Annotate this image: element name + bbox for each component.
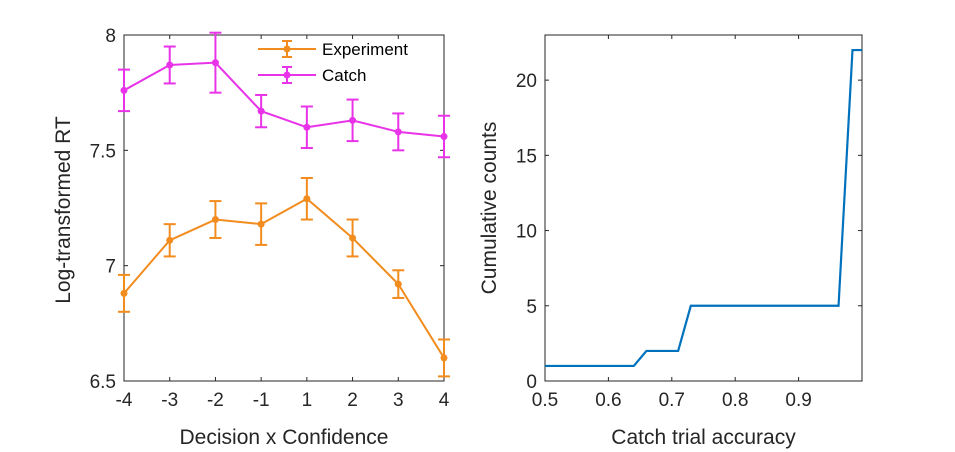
x-tick-label: 0.8: [722, 390, 748, 411]
x-tick-label: 4: [439, 390, 450, 411]
cumulative-chart: 0.5 0.6 0.7 0.8 0.9 0 5 10 15 20 Catch trial accu…: [478, 34, 863, 449]
legend-item-catch: Catch: [258, 66, 366, 85]
x-tick-label: -2: [207, 390, 224, 411]
legend-label-catch: Catch: [322, 66, 366, 85]
x-tick-label: 0.7: [659, 390, 685, 411]
y-tick-label: 5: [526, 297, 537, 318]
rt-chart: -4 -3 -2 -1 1 2 3 4 6.5 7 7.5 8 Decision x Confiden…: [52, 26, 450, 449]
rt-x-axis-label: Decision x Confidence: [180, 426, 389, 449]
data-point: [303, 123, 311, 131]
x-tick-label: 2: [347, 390, 358, 411]
data-point: [440, 354, 448, 362]
legend: Experiment Catch: [258, 40, 408, 85]
data-point: [211, 216, 219, 224]
data-point: [120, 289, 128, 297]
y-tick-label: 10: [516, 222, 537, 243]
x-tick-label: 3: [393, 390, 404, 411]
series-experiment: [118, 177, 450, 378]
y-tick-label: 20: [516, 71, 537, 92]
y-tick-label: 8: [105, 26, 116, 47]
legend-item-experiment: Experiment: [258, 40, 408, 59]
y-tick-label: 15: [516, 146, 537, 167]
x-tick-label: 0.9: [785, 390, 811, 411]
x-tick-label: 0.5: [532, 390, 558, 411]
rt-plot-area: [123, 34, 445, 382]
data-point: [394, 128, 402, 136]
cumulative-axis-ticks: [544, 35, 862, 382]
y-tick-label: 7: [105, 257, 116, 278]
cumulative-series: [545, 48, 862, 368]
cumulative-x-axis-label: Catch trial accuracy: [611, 426, 796, 449]
rt-y-axis-label: Log-transformed RT: [52, 116, 75, 304]
data-point: [120, 86, 128, 94]
x-tick-label: 0.6: [595, 390, 621, 411]
data-point: [166, 236, 174, 244]
legend-label-experiment: Experiment: [322, 40, 408, 59]
data-point: [440, 132, 448, 140]
x-tick-label: -4: [116, 390, 133, 411]
y-tick-label: 0: [526, 372, 537, 393]
legend-marker-catch: [258, 66, 316, 84]
data-point: [349, 234, 357, 242]
y-tick-label: 6.5: [90, 372, 116, 393]
data-point: [303, 195, 311, 203]
legend-marker-experiment: [258, 40, 316, 58]
rt-tick-labels: -4 -3 -2 -1 1 2 3 4 6.5 7 7.5 8: [90, 26, 450, 411]
data-point: [211, 59, 219, 67]
rt-series: [118, 31, 450, 378]
y-tick-label: 7.5: [90, 141, 116, 162]
cumulative-plot-area: [544, 34, 863, 382]
x-tick-label: 1: [302, 390, 313, 411]
cumulative-tick-labels: 0.5 0.6 0.7 0.8 0.9 0 5 10 15 20: [516, 71, 812, 411]
cumulative-y-axis-label: Cumulative counts: [478, 122, 501, 295]
data-point: [394, 280, 402, 288]
cumulative-line: [545, 48, 862, 368]
x-tick-label: -3: [161, 390, 178, 411]
series-catch: [118, 31, 450, 159]
data-point: [257, 107, 265, 115]
series-line: [123, 197, 445, 359]
data-point: [257, 220, 265, 228]
series-line: [123, 61, 445, 138]
x-tick-label: -1: [253, 390, 270, 411]
data-point: [166, 61, 174, 69]
data-point: [349, 116, 357, 124]
